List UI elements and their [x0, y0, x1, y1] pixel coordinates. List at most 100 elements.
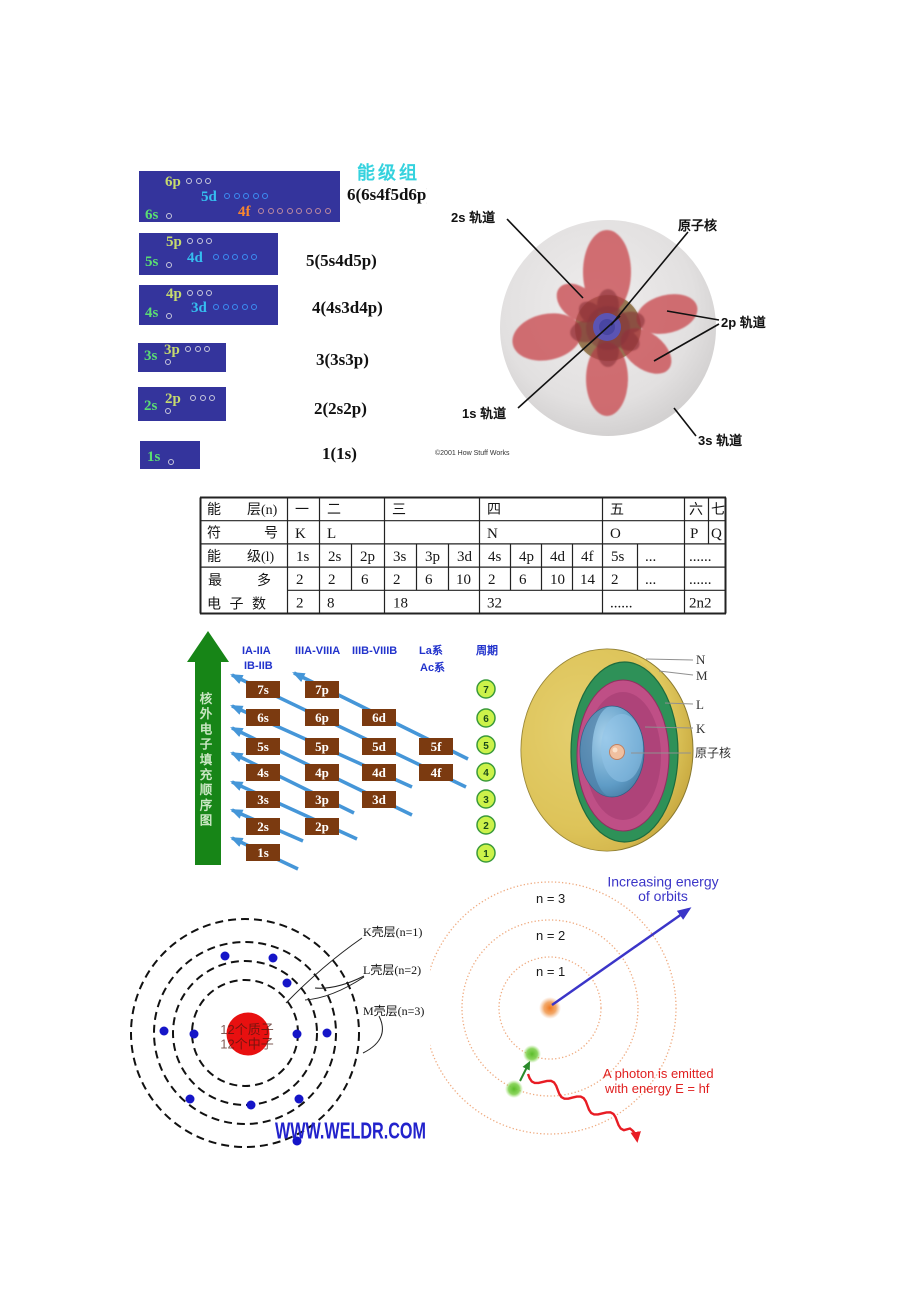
svg-text:6: 6 — [425, 572, 433, 588]
svg-text:5p: 5p — [315, 739, 329, 754]
svg-text:6: 6 — [483, 714, 489, 725]
svg-text:能: 能 — [207, 549, 221, 565]
svg-text:5s: 5s — [257, 739, 269, 754]
svg-text:5s: 5s — [611, 549, 625, 565]
svg-text:3s 轨道: 3s 轨道 — [698, 433, 742, 448]
svg-text:5: 5 — [483, 741, 489, 752]
svg-text:4p: 4p — [315, 765, 329, 780]
svg-text:N: N — [696, 652, 706, 667]
svg-text:4: 4 — [483, 768, 489, 779]
svg-text:with energy E = hf: with energy E = hf — [604, 1081, 710, 1096]
svg-text:2p: 2p — [360, 549, 375, 565]
svg-text:IB-IIB: IB-IIB — [244, 660, 273, 672]
svg-text:7p: 7p — [315, 682, 329, 697]
svg-text:A photon is emitted: A photon is emitted — [603, 1066, 714, 1081]
svg-text:K壳层(n=1): K壳层(n=1) — [363, 925, 422, 939]
svg-text:of orbits: of orbits — [638, 888, 688, 904]
svg-text:1s 轨道: 1s 轨道 — [462, 406, 506, 421]
svg-text:3d: 3d — [372, 792, 387, 807]
svg-text:M: M — [696, 668, 708, 683]
svg-text:6p: 6p — [315, 710, 329, 725]
svg-text:1: 1 — [483, 849, 489, 860]
svg-text:10: 10 — [456, 572, 471, 588]
svg-text:级(l): 级(l) — [247, 549, 275, 565]
svg-text:n = 1: n = 1 — [536, 964, 565, 979]
svg-text:...: ... — [645, 549, 656, 565]
svg-text:五: 五 — [610, 503, 624, 518]
svg-text:Q: Q — [711, 526, 722, 542]
svg-text:4s: 4s — [257, 765, 269, 780]
svg-text:10: 10 — [550, 572, 565, 588]
svg-text:4s: 4s — [488, 549, 502, 565]
svg-text:6: 6 — [519, 572, 527, 588]
svg-text:L壳层(n=2): L壳层(n=2) — [363, 963, 421, 977]
svg-text:N: N — [487, 526, 498, 542]
svg-text:...: ... — [645, 572, 656, 588]
svg-text:K: K — [295, 526, 306, 542]
svg-text:4f: 4f — [581, 549, 594, 565]
svg-text:2s 轨道: 2s 轨道 — [451, 210, 495, 225]
svg-text:2s: 2s — [328, 549, 342, 565]
svg-text:K: K — [696, 721, 706, 736]
svg-text:能: 能 — [207, 502, 221, 518]
svg-text:12个质子: 12个质子 — [220, 1022, 273, 1037]
svg-text:12个中子: 12个中子 — [220, 1037, 273, 1052]
svg-text:La系: La系 — [419, 643, 443, 657]
svg-text:6: 6 — [361, 572, 369, 588]
svg-text:4p: 4p — [519, 549, 534, 565]
svg-text:IIIA-VIIIA: IIIA-VIIIA — [295, 645, 340, 657]
svg-text:三: 三 — [392, 503, 406, 518]
svg-text:2: 2 — [611, 572, 619, 588]
svg-text:数: 数 — [252, 597, 266, 613]
svg-text:6d: 6d — [372, 710, 387, 725]
svg-text:2: 2 — [393, 572, 401, 588]
svg-text:O: O — [610, 526, 621, 542]
svg-text:六: 六 — [689, 502, 703, 518]
svg-text:P: P — [690, 526, 698, 542]
svg-text:5d: 5d — [372, 739, 387, 754]
svg-text:3d: 3d — [457, 549, 473, 565]
svg-text:2: 2 — [483, 821, 489, 832]
svg-text:14: 14 — [580, 572, 596, 588]
svg-text:一: 一 — [295, 503, 309, 518]
svg-text:M壳层(n=3): M壳层(n=3) — [363, 1004, 424, 1018]
svg-text:符: 符 — [207, 526, 221, 542]
svg-text:18: 18 — [393, 596, 408, 612]
svg-text:周期: 周期 — [476, 643, 498, 657]
svg-text:4f: 4f — [431, 765, 443, 780]
svg-text:原子核: 原子核 — [678, 218, 717, 233]
svg-text:WWW.WELDR.COM: WWW.WELDR.COM — [275, 1118, 426, 1144]
svg-text:2: 2 — [296, 572, 304, 588]
svg-text:2s: 2s — [257, 819, 269, 834]
svg-text:3: 3 — [483, 795, 489, 806]
svg-text:多: 多 — [257, 572, 271, 589]
svg-text:Ac系: Ac系 — [420, 660, 445, 674]
svg-text:6s: 6s — [257, 710, 269, 725]
svg-text:3p: 3p — [315, 792, 329, 807]
svg-text:最: 最 — [208, 573, 222, 589]
svg-text:层(n): 层(n) — [247, 503, 278, 518]
svg-text:1s: 1s — [296, 549, 310, 565]
svg-text:核外电子填充顺序图: 核外电子填充顺序图 — [199, 691, 213, 828]
svg-text:2n2: 2n2 — [689, 596, 712, 612]
svg-text:L: L — [327, 526, 336, 542]
svg-text:32: 32 — [487, 596, 502, 612]
svg-text:2: 2 — [328, 572, 336, 588]
svg-text:号: 号 — [264, 527, 278, 542]
svg-text:4d: 4d — [550, 549, 566, 565]
svg-text:2: 2 — [296, 596, 304, 612]
svg-text:2: 2 — [488, 572, 496, 588]
svg-text:......: ...... — [689, 572, 712, 588]
svg-text:©2001 How Stuff Works: ©2001 How Stuff Works — [435, 449, 510, 457]
svg-text:......: ...... — [610, 596, 633, 612]
svg-text:二: 二 — [327, 503, 341, 518]
svg-text:七: 七 — [711, 502, 725, 518]
svg-text:电: 电 — [207, 597, 221, 613]
svg-text:2p 轨道: 2p 轨道 — [721, 315, 766, 330]
svg-text:IIIB-VIIIB: IIIB-VIIIB — [352, 645, 397, 657]
svg-text:3s: 3s — [257, 792, 269, 807]
svg-text:原子核: 原子核 — [695, 746, 731, 760]
svg-text:5f: 5f — [431, 739, 443, 754]
svg-text:Increasing energy: Increasing energy — [607, 874, 718, 890]
svg-text:7: 7 — [483, 685, 489, 696]
